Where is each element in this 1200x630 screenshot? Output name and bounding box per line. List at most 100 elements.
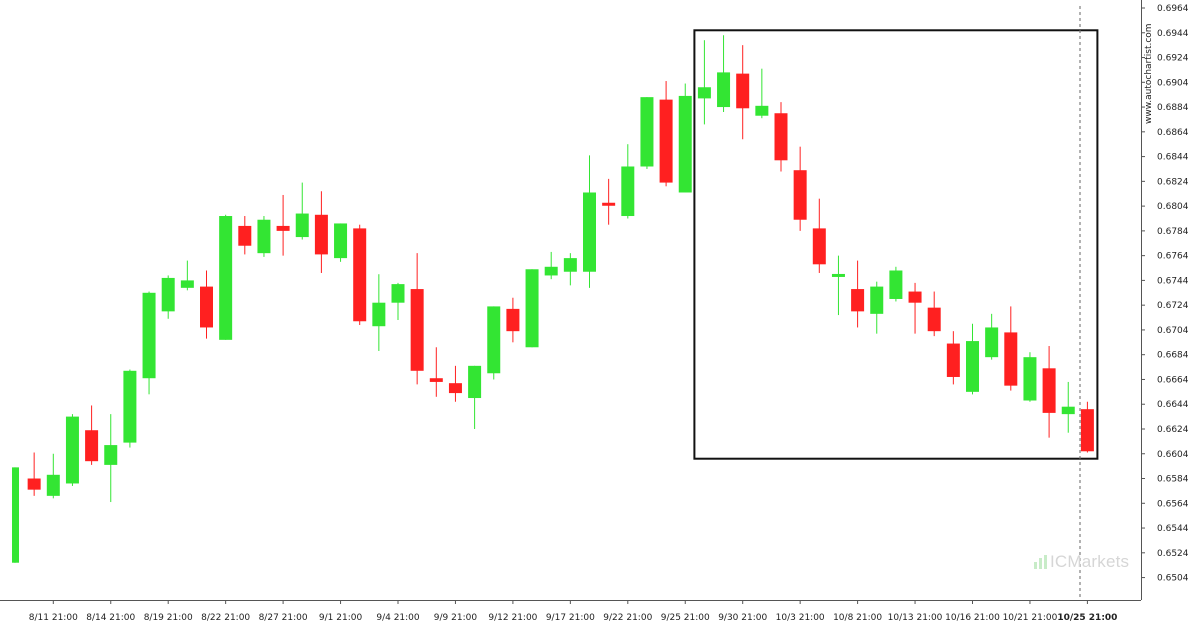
candle-body — [85, 430, 99, 462]
candle-body — [812, 228, 826, 265]
candle — [448, 365, 462, 402]
candle — [410, 253, 424, 385]
y-tick-label: 0.6804 — [1157, 202, 1189, 212]
candle-body — [180, 280, 194, 288]
candle-body — [602, 202, 616, 206]
candle-body — [966, 341, 979, 392]
y-tick-label: 0.6624 — [1157, 425, 1189, 435]
brand-prefix: IC — [1050, 552, 1068, 571]
candle — [793, 146, 807, 231]
x-tick-label: 10/3 21:00 — [776, 613, 825, 623]
candle — [1004, 306, 1018, 391]
candle — [180, 260, 194, 291]
x-tick-label: 9/4 21:00 — [376, 613, 420, 623]
candle-body — [774, 113, 788, 161]
candle — [161, 275, 175, 319]
candle — [276, 194, 290, 256]
candle — [812, 198, 826, 273]
y-tick-label: 0.6724 — [1157, 301, 1189, 311]
y-tick-label: 0.6564 — [1157, 499, 1189, 509]
candle — [583, 155, 596, 288]
candle-body — [429, 378, 443, 382]
candle-body — [12, 467, 19, 563]
candle — [468, 365, 482, 429]
candle-body — [104, 445, 118, 465]
y-tick-label: 0.6784 — [1157, 227, 1189, 237]
y-tick-label: 0.6644 — [1157, 400, 1189, 410]
x-tick-label: 9/12 21:00 — [488, 613, 537, 623]
candle — [544, 251, 558, 280]
candle — [1061, 381, 1075, 433]
candle-body — [314, 214, 328, 255]
candle-body — [908, 291, 922, 303]
bar-chart-icon — [1034, 555, 1047, 569]
candle — [85, 405, 99, 465]
candle — [640, 97, 654, 169]
y-tick-label: 0.6844 — [1157, 153, 1189, 163]
candle — [870, 281, 884, 334]
y-axis-ticks: 0.6964 0.6944 0.6924 0.6904 0.6884 0.6864 0.68… — [1141, 4, 1189, 584]
candle-body — [717, 72, 731, 108]
candle-body — [200, 286, 213, 328]
candle — [755, 68, 769, 119]
candle — [123, 369, 137, 448]
candle-body — [46, 474, 60, 496]
candle-body — [697, 87, 711, 99]
y-tick-label: 0.6684 — [1157, 351, 1189, 361]
x-axis-ticks: 8/11 21:00 8/14 21:00 8/19 21:00 8/22 21:00… — [29, 600, 1117, 623]
y-tick-label: 0.6744 — [1157, 276, 1189, 286]
candle-body — [142, 292, 156, 379]
candle-body — [793, 170, 807, 220]
candle — [717, 35, 731, 113]
candle-body — [276, 225, 290, 231]
candle — [295, 182, 309, 240]
candle-body — [678, 95, 692, 193]
x-tick-label: 8/22 21:00 — [201, 613, 250, 623]
candle — [12, 467, 19, 563]
candle-body — [946, 343, 960, 377]
candle — [334, 223, 348, 262]
candle — [506, 297, 520, 343]
candle-body — [448, 383, 462, 394]
candle — [966, 323, 979, 395]
candle-body — [659, 99, 673, 183]
candle-body — [544, 266, 558, 276]
candle-body — [295, 213, 309, 238]
x-tick-label: 10/25 21:00 — [1057, 613, 1117, 623]
candle-body — [27, 478, 41, 490]
y-tick-label: 0.6764 — [1157, 252, 1189, 262]
candle — [602, 178, 616, 225]
y-tick-label: 0.6544 — [1157, 524, 1189, 534]
candle-body — [583, 192, 596, 272]
candle-body — [831, 273, 845, 277]
candle — [27, 452, 41, 496]
candle-body — [870, 286, 884, 314]
candle — [985, 313, 999, 360]
y-tick-label: 0.6504 — [1157, 574, 1189, 584]
x-tick-label: 8/19 21:00 — [144, 613, 193, 623]
candle-body — [1061, 406, 1075, 415]
candle-body — [621, 166, 635, 217]
candle-body — [161, 277, 175, 312]
candle-body — [1042, 368, 1056, 413]
candle — [104, 414, 118, 503]
candle — [774, 102, 788, 172]
x-tick-label: 10/16 21:00 — [945, 613, 1000, 623]
candle-body — [468, 365, 482, 399]
candle-body — [889, 270, 903, 299]
candle — [908, 282, 922, 334]
candle-body — [506, 308, 520, 332]
candle — [927, 291, 941, 337]
x-tick-label: 9/9 21:00 — [434, 613, 478, 623]
candle-body — [736, 73, 750, 109]
y-tick-label: 0.6904 — [1157, 78, 1189, 88]
candle-body — [123, 370, 137, 443]
y-tick-label: 0.6924 — [1157, 54, 1189, 64]
candle — [851, 260, 865, 328]
x-tick-label: 10/8 21:00 — [833, 613, 882, 623]
candle-body — [640, 97, 654, 167]
y-tick-label: 0.6664 — [1157, 375, 1189, 385]
candle — [736, 45, 750, 140]
candle-body — [525, 269, 539, 348]
